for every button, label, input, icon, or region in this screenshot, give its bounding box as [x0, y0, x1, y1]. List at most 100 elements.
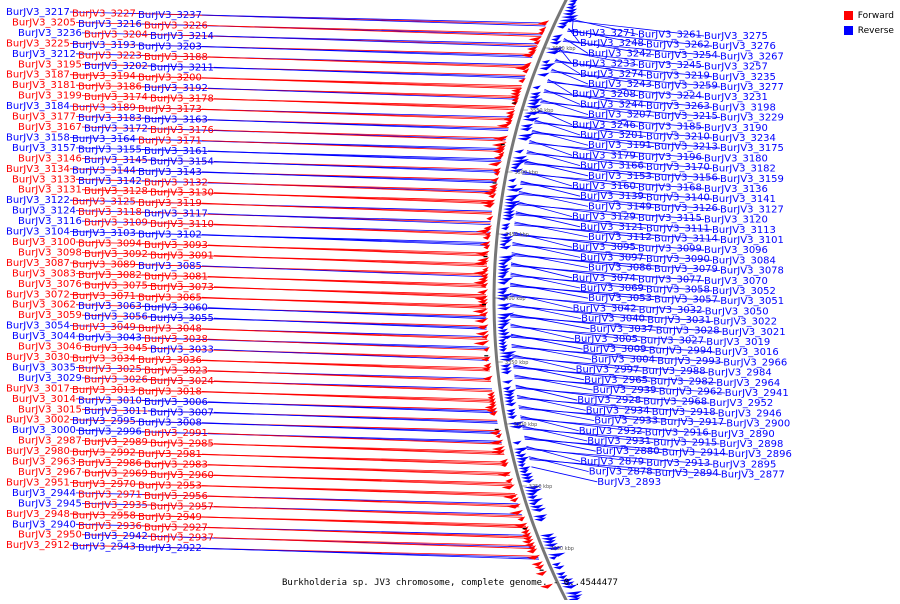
reverse-gene-glyph: [500, 363, 512, 368]
right-gene-label: BurJV3_2898: [719, 439, 783, 450]
right-leader-line: [524, 437, 662, 454]
right-leader-line: [537, 112, 705, 129]
right-gene-label: BurJV3_3037: [590, 324, 654, 335]
forward-gene-glyph: [479, 241, 491, 247]
reverse-gene-glyph: [499, 242, 508, 247]
left-gene-label: BurJV3_3163: [144, 115, 208, 126]
right-gene-label: BurJV3_2994: [649, 346, 713, 357]
left-leader-line: [201, 265, 487, 278]
left-gene-label: BurJV3_3076: [18, 279, 82, 290]
forward-gene-glyph: [528, 49, 537, 55]
forward-gene-glyph: [488, 193, 497, 199]
right-gene-label: BurJV3_2890: [711, 429, 775, 440]
right-leader-line: [510, 325, 641, 341]
right-leader-line: [526, 447, 647, 464]
forward-gene-glyph: [495, 433, 502, 439]
feature-marker: [483, 256, 488, 258]
right-gene-label: BurJV3_3149: [588, 201, 652, 212]
right-leader-line: [514, 223, 655, 239]
reverse-gene-glyph: [497, 280, 509, 285]
left-leader-line: [213, 255, 487, 267]
right-leader-line: [520, 416, 645, 433]
forward-gene-glyph: [473, 340, 490, 346]
forward-gene-glyph: [475, 250, 490, 256]
right-gene-label: BurJV3_3261: [638, 30, 702, 41]
right-leader-line: [510, 263, 639, 280]
reverse-gene-glyph: [528, 98, 543, 103]
reverse-gene-glyph: [498, 261, 508, 266]
right-gene-label: BurJV3_2895: [712, 459, 776, 470]
left-gene-label: BurJV3_3144: [72, 165, 136, 176]
reverse-gene-glyph: [502, 379, 513, 384]
reverse-gene-glyph: [525, 491, 538, 496]
reverse-gene-glyph: [565, 5, 577, 10]
reverse-gene-glyph: [506, 411, 516, 416]
left-gene-label: BurJV3_3075: [84, 280, 148, 291]
right-gene-label: BurJV3_3275: [704, 31, 768, 42]
left-gene-label: BurJV3_2986: [78, 458, 142, 469]
right-leader-line: [524, 161, 655, 178]
right-leader-line: [513, 367, 717, 384]
left-gene-label: BurJV3_3157: [12, 143, 76, 154]
forward-gene-glyph: [491, 449, 506, 455]
left-gene-label: BurJV3_2937: [150, 533, 214, 544]
left-gene-label: BurJV3_2927: [144, 522, 208, 533]
left-gene-label: BurJV3_3083: [12, 268, 76, 279]
right-gene-label: BurJV3_2968: [643, 397, 707, 408]
right-leader-line: [534, 121, 647, 137]
right-gene-label: BurJV3_3126: [654, 203, 718, 214]
left-gene-label: BurJV3_3225: [6, 38, 70, 49]
right-leader-lines: [509, 17, 728, 483]
reverse-gene-glyph: [562, 584, 578, 589]
right-leader-line: [543, 90, 647, 107]
right-gene-label: BurJV3_3121: [580, 222, 644, 233]
reverse-gene-glyph: [568, 597, 581, 602]
reverse-gene-glyph: [507, 415, 518, 419]
forward-gene-glyph: [509, 510, 523, 515]
left-leader-line: [201, 391, 495, 403]
reverse-gene-glyph: [519, 127, 533, 131]
left-gene-label: BurJV3_3161: [144, 146, 208, 157]
strand-legend: Forward Reverse: [843, 8, 894, 38]
left-leader-lines: [69, 11, 547, 560]
forward-gene-glyph: [474, 318, 489, 323]
left-gene-label: BurJV3_3202: [84, 61, 148, 72]
left-gene-label: BurJV3_3143: [138, 167, 202, 178]
left-gene-label: BurJV3_3124: [12, 206, 76, 217]
left-gene-label: BurJV3_3145: [84, 155, 148, 166]
forward-gene-glyph: [523, 62, 532, 67]
forward-gene-glyph: [527, 46, 538, 51]
left-gene-label: BurJV3_2969: [84, 469, 148, 480]
left-gene-label: BurJV3_3065: [138, 292, 202, 303]
reverse-gene-glyph: [562, 11, 577, 16]
right-leader-line: [512, 355, 642, 372]
right-leader-line: [559, 49, 639, 66]
left-leader-line: [201, 422, 500, 435]
reverse-gene-glyph: [523, 114, 532, 119]
right-leader-line: [511, 345, 658, 362]
right-gene-label: BurJV3_3097: [580, 252, 644, 263]
left-leader-line: [213, 411, 498, 424]
right-leader-line: [512, 357, 708, 373]
left-gene-label: BurJV3_3109: [84, 218, 148, 229]
right-gene-label: BurJV3_3070: [704, 276, 768, 287]
right-gene-label: BurJV3_3263: [646, 101, 710, 112]
forward-swatch: [843, 11, 853, 20]
reverse-gene-glyph: [534, 517, 547, 522]
right-leader-line: [514, 377, 725, 394]
left-leader-line: [207, 401, 496, 414]
forward-gene-glyph: [482, 266, 489, 272]
left-gene-label: BurJV3_2960: [150, 470, 214, 481]
left-gene-label: BurJV3_3048: [138, 324, 202, 335]
right-gene-label: BurJV3_3053: [588, 293, 652, 304]
left-gene-label: BurJV3_2940: [12, 519, 76, 530]
right-gene-label: BurJV3_2878: [589, 467, 653, 478]
left-gene-label: BurJV3_3007: [150, 407, 214, 418]
reverse-gene-glyph: [513, 447, 530, 451]
left-gene-label: BurJV3_3216: [78, 19, 142, 30]
forward-gene-glyph: [506, 113, 515, 119]
left-gene-label: BurJV3_3043: [78, 333, 142, 344]
legend-forward-label: Forward: [857, 10, 894, 21]
forward-gene-glyph: [540, 583, 553, 589]
right-leader-line: [567, 30, 713, 47]
